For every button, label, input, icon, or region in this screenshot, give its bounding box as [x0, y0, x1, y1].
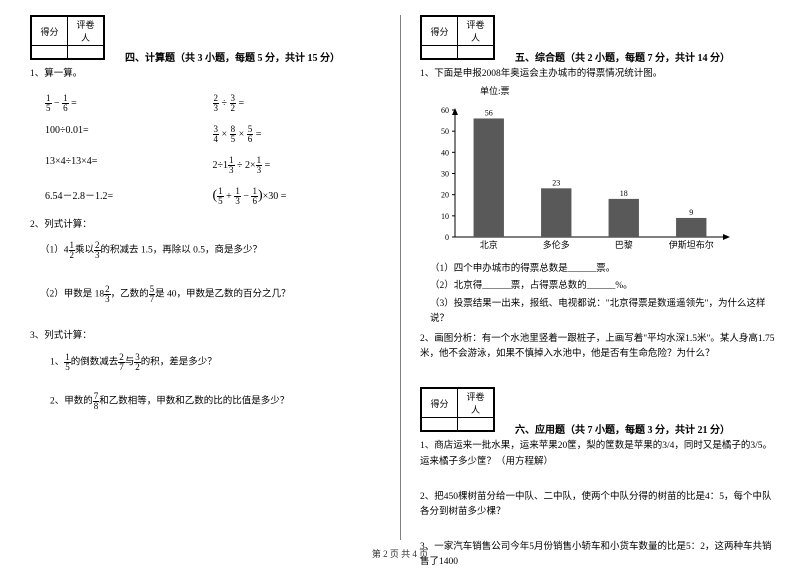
sec4-q2-2: （2）甲数是 1823，乙数的57是 40，甲数是乙数的百分之几？	[30, 285, 380, 304]
score-box-6: 得分评卷人	[420, 387, 495, 432]
calc-r2b: 34 × 85 × 56 =	[213, 125, 381, 144]
sec5-title: 五、综合题（共 2 小题，每题 7 分，共计 14 分）	[515, 49, 730, 64]
sec4-q3-2: 2、甲数的78和乙数相等，甲数和乙数的比的比值是多少？	[30, 392, 380, 411]
svg-text:60: 60	[441, 106, 449, 115]
sec6-title: 六、应用题（共 7 小题，每题 3 分，共计 21 分）	[515, 421, 730, 436]
sec4-q3: 3、列式计算：	[30, 329, 380, 344]
svg-text:30: 30	[441, 170, 449, 179]
sec4-title: 四、计算题（共 3 小题，每题 5 分，共计 15 分）	[125, 49, 340, 64]
calc-r1b: 23 ÷ 32 =	[213, 94, 381, 113]
sec5-q2: 2、画图分析：有一个水池里竖着一跟桩子，上画写着"平均水深1.5米"。某人身高1…	[420, 332, 775, 362]
svg-text:50: 50	[441, 127, 449, 136]
calc-r2a: 100÷0.01=	[30, 125, 213, 144]
calc-r3b: 2÷113 ÷ 2×13 =	[213, 156, 381, 175]
score-h2: 评卷人	[68, 17, 104, 46]
bar-chart: 0 10 20 30 40 50 60 56 北京 23 多伦多 18 巴黎 9 伊斯坦布尔	[420, 102, 730, 257]
score-h1: 得分	[32, 17, 68, 46]
svg-text:23: 23	[552, 179, 560, 188]
page-footer: 第 2 页 共 4 页	[0, 547, 800, 560]
sec4-q1: 1、算一算。	[30, 67, 380, 82]
calc-r4a: 6.54－2.8－1.2=	[30, 187, 213, 206]
svg-text:多伦多: 多伦多	[543, 239, 570, 250]
svg-text:56: 56	[485, 109, 493, 118]
sec4-q3-1: 1、15的倒数减去27与32的积，差是多少？	[30, 353, 380, 372]
svg-text:北京: 北京	[480, 239, 498, 250]
svg-text:9: 9	[689, 208, 693, 217]
sec5-sub1: （1）四个申办城市的得票总数是______票。	[420, 262, 775, 277]
score-box-5: 得分评卷人	[420, 15, 495, 60]
svg-text:10: 10	[441, 212, 449, 221]
score-box: 得分评卷人	[30, 15, 105, 60]
sec5-q1: 1、下面是申报2008年奥运会主办城市的得票情况统计图。	[420, 67, 775, 82]
svg-text:0: 0	[445, 233, 449, 242]
sec4-q2-1: （1）412乘以23的积减去 1.5，再除以 0.5，商是多少？	[30, 241, 380, 260]
svg-text:18: 18	[620, 189, 628, 198]
calc-r3a: 13×4÷13×4=	[30, 156, 213, 175]
calc-r1a: 15 − 16 =	[30, 94, 213, 113]
sec6-q1: 1、商店运来一批水果，运来苹果20筐，梨的筐数是苹果的3/4，同时又是橘子的3/…	[420, 439, 775, 469]
svg-text:巴黎: 巴黎	[615, 239, 633, 250]
sec5-sub3: （3）投票结果一出来，报纸、电视都说："北京得票是数遥遥领先"，为什么这样说？	[420, 297, 775, 327]
chart-unit: 单位:票	[480, 84, 775, 97]
sec4-q2: 2、列式计算：	[30, 218, 380, 233]
sec5-sub2: （2）北京得______票，占得票总数的______%。	[420, 279, 775, 294]
calc-r4b: (15 + 13 − 16)×30 =	[213, 187, 381, 206]
svg-text:20: 20	[441, 191, 449, 200]
sec6-q2: 2、把450棵树苗分给一中队、二中队，使两个中队分得的树苗的比是4：5，每个中队…	[420, 490, 775, 520]
svg-text:40: 40	[441, 149, 449, 158]
svg-text:伊斯坦布尔: 伊斯坦布尔	[669, 239, 714, 250]
